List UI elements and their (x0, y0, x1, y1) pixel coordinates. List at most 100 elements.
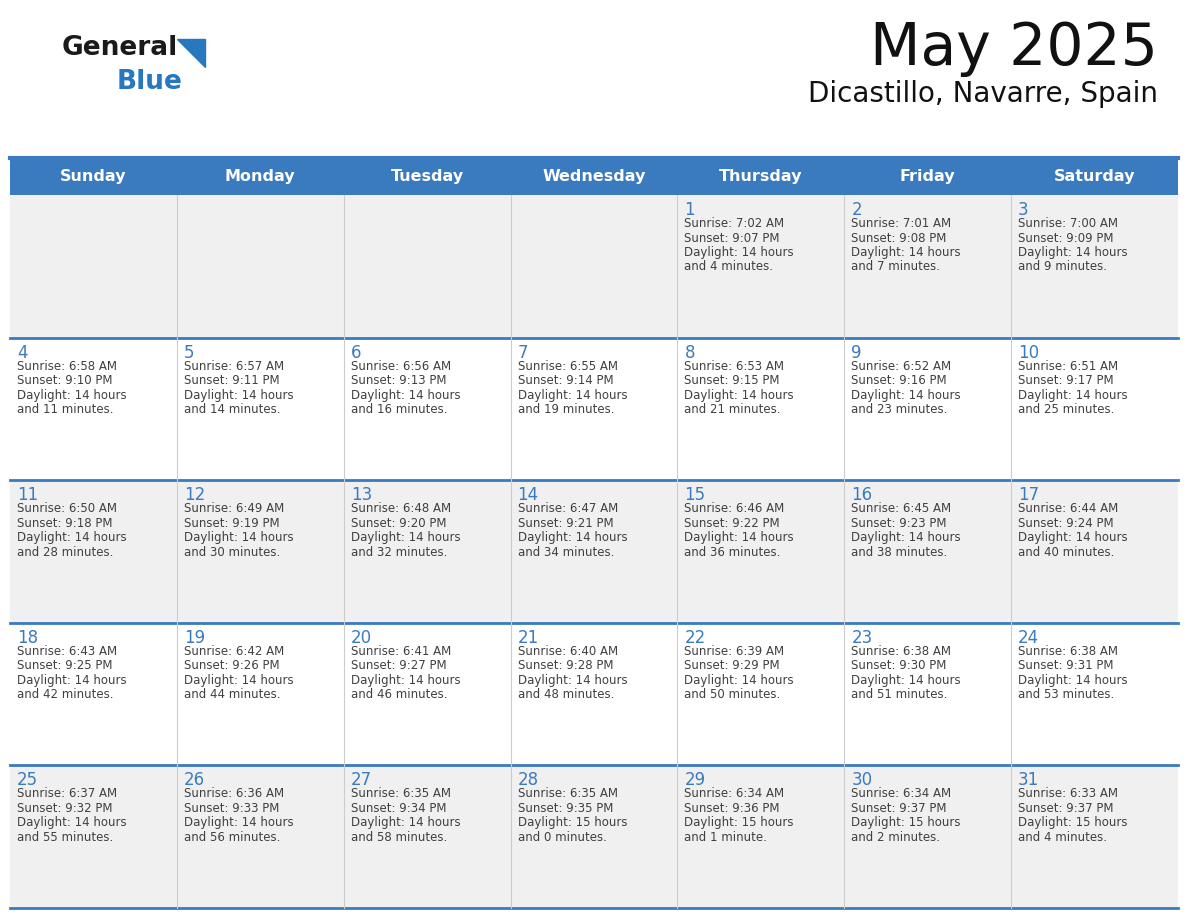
Text: Wednesday: Wednesday (542, 169, 646, 184)
Text: Sunrise: 6:50 AM: Sunrise: 6:50 AM (17, 502, 116, 515)
Text: Sunset: 9:11 PM: Sunset: 9:11 PM (184, 375, 279, 387)
Text: Daylight: 14 hours: Daylight: 14 hours (684, 246, 794, 259)
Text: Daylight: 14 hours: Daylight: 14 hours (350, 816, 460, 829)
Text: and 32 minutes.: and 32 minutes. (350, 545, 447, 559)
Text: and 21 minutes.: and 21 minutes. (684, 403, 781, 416)
Text: Sunrise: 6:35 AM: Sunrise: 6:35 AM (350, 788, 450, 800)
Text: and 14 minutes.: and 14 minutes. (184, 403, 280, 416)
Text: Daylight: 14 hours: Daylight: 14 hours (17, 674, 127, 687)
Text: Sunrise: 6:48 AM: Sunrise: 6:48 AM (350, 502, 450, 515)
Text: Daylight: 14 hours: Daylight: 14 hours (1018, 532, 1127, 544)
Text: 31: 31 (1018, 771, 1040, 789)
Text: Sunrise: 6:43 AM: Sunrise: 6:43 AM (17, 644, 118, 658)
Polygon shape (177, 39, 206, 67)
Text: 18: 18 (17, 629, 38, 647)
Text: Daylight: 14 hours: Daylight: 14 hours (518, 674, 627, 687)
Text: 16: 16 (852, 487, 872, 504)
Text: Sunset: 9:22 PM: Sunset: 9:22 PM (684, 517, 781, 530)
Bar (10, 338, 1178, 480)
Text: Sunset: 9:07 PM: Sunset: 9:07 PM (684, 231, 781, 244)
Text: 2: 2 (852, 201, 862, 219)
Text: Daylight: 14 hours: Daylight: 14 hours (17, 816, 127, 829)
Text: Daylight: 14 hours: Daylight: 14 hours (518, 388, 627, 401)
Text: Sunrise: 6:34 AM: Sunrise: 6:34 AM (684, 788, 784, 800)
Bar (343, 158, 511, 195)
Text: Sunset: 9:37 PM: Sunset: 9:37 PM (1018, 802, 1113, 815)
Text: Thursday: Thursday (719, 169, 803, 184)
Text: and 36 minutes.: and 36 minutes. (684, 545, 781, 559)
Text: 6: 6 (350, 343, 361, 362)
Text: Monday: Monday (225, 169, 296, 184)
Text: Tuesday: Tuesday (391, 169, 463, 184)
Text: Sunset: 9:10 PM: Sunset: 9:10 PM (17, 375, 113, 387)
Text: Daylight: 14 hours: Daylight: 14 hours (184, 388, 293, 401)
Text: Saturday: Saturday (1054, 169, 1136, 184)
Text: Sunset: 9:14 PM: Sunset: 9:14 PM (518, 375, 613, 387)
Text: Sunrise: 6:57 AM: Sunrise: 6:57 AM (184, 360, 284, 373)
Text: Sunrise: 6:51 AM: Sunrise: 6:51 AM (1018, 360, 1118, 373)
Text: Sunset: 9:30 PM: Sunset: 9:30 PM (852, 659, 947, 672)
Text: Sunrise: 6:56 AM: Sunrise: 6:56 AM (350, 360, 450, 373)
Text: Dicastillo, Navarre, Spain: Dicastillo, Navarre, Spain (808, 80, 1158, 108)
Text: Daylight: 14 hours: Daylight: 14 hours (518, 532, 627, 544)
Text: Sunrise: 7:01 AM: Sunrise: 7:01 AM (852, 217, 952, 230)
Text: Sunset: 9:28 PM: Sunset: 9:28 PM (518, 659, 613, 672)
Text: Sunset: 9:32 PM: Sunset: 9:32 PM (17, 802, 113, 815)
Text: Sunset: 9:36 PM: Sunset: 9:36 PM (684, 802, 781, 815)
Text: and 1 minute.: and 1 minute. (684, 831, 767, 844)
Bar (10, 158, 177, 195)
Text: Daylight: 14 hours: Daylight: 14 hours (350, 674, 460, 687)
Text: Daylight: 15 hours: Daylight: 15 hours (684, 816, 794, 829)
Text: and 30 minutes.: and 30 minutes. (184, 545, 280, 559)
Text: Daylight: 14 hours: Daylight: 14 hours (184, 532, 293, 544)
Text: Sunrise: 6:36 AM: Sunrise: 6:36 AM (184, 788, 284, 800)
Text: 23: 23 (852, 629, 872, 647)
Text: and 46 minutes.: and 46 minutes. (350, 688, 447, 701)
Bar (10, 480, 1178, 622)
Text: 27: 27 (350, 771, 372, 789)
Text: and 7 minutes.: and 7 minutes. (852, 261, 940, 274)
Text: and 11 minutes.: and 11 minutes. (17, 403, 114, 416)
Text: 9: 9 (852, 343, 861, 362)
Text: Sunrise: 7:00 AM: Sunrise: 7:00 AM (1018, 217, 1118, 230)
Text: and 0 minutes.: and 0 minutes. (518, 831, 606, 844)
Text: Blue: Blue (116, 69, 183, 95)
Text: and 53 minutes.: and 53 minutes. (1018, 688, 1114, 701)
Text: Sunset: 9:31 PM: Sunset: 9:31 PM (1018, 659, 1113, 672)
Text: Daylight: 14 hours: Daylight: 14 hours (1018, 674, 1127, 687)
Text: Sunset: 9:08 PM: Sunset: 9:08 PM (852, 231, 947, 244)
Text: Sunset: 9:16 PM: Sunset: 9:16 PM (852, 375, 947, 387)
Text: Daylight: 14 hours: Daylight: 14 hours (17, 388, 127, 401)
Text: 22: 22 (684, 629, 706, 647)
Bar (10, 195, 1178, 338)
Text: 20: 20 (350, 629, 372, 647)
Text: Daylight: 15 hours: Daylight: 15 hours (1018, 816, 1127, 829)
Text: and 38 minutes.: and 38 minutes. (852, 545, 948, 559)
Text: Sunrise: 6:49 AM: Sunrise: 6:49 AM (184, 502, 284, 515)
Text: Daylight: 14 hours: Daylight: 14 hours (852, 674, 961, 687)
Text: and 2 minutes.: and 2 minutes. (852, 831, 940, 844)
Text: Sunrise: 6:38 AM: Sunrise: 6:38 AM (1018, 644, 1118, 658)
Text: Sunrise: 6:53 AM: Sunrise: 6:53 AM (684, 360, 784, 373)
Text: Sunset: 9:18 PM: Sunset: 9:18 PM (17, 517, 113, 530)
Text: 28: 28 (518, 771, 538, 789)
Text: Daylight: 14 hours: Daylight: 14 hours (1018, 246, 1127, 259)
Text: Sunrise: 6:40 AM: Sunrise: 6:40 AM (518, 644, 618, 658)
Bar (511, 158, 677, 195)
Text: 4: 4 (17, 343, 27, 362)
Bar (177, 158, 343, 195)
Text: 10: 10 (1018, 343, 1040, 362)
Text: and 4 minutes.: and 4 minutes. (1018, 831, 1107, 844)
Text: Sunset: 9:29 PM: Sunset: 9:29 PM (684, 659, 781, 672)
Text: and 55 minutes.: and 55 minutes. (17, 831, 113, 844)
Text: Sunrise: 6:58 AM: Sunrise: 6:58 AM (17, 360, 116, 373)
Bar (10, 622, 1178, 766)
Text: 29: 29 (684, 771, 706, 789)
Text: Daylight: 15 hours: Daylight: 15 hours (518, 816, 627, 829)
Bar (845, 158, 1011, 195)
Text: Sunrise: 6:35 AM: Sunrise: 6:35 AM (518, 788, 618, 800)
Text: Daylight: 14 hours: Daylight: 14 hours (852, 532, 961, 544)
Text: Sunrise: 6:42 AM: Sunrise: 6:42 AM (184, 644, 284, 658)
Text: Sunset: 9:20 PM: Sunset: 9:20 PM (350, 517, 447, 530)
Text: Sunrise: 6:45 AM: Sunrise: 6:45 AM (852, 502, 952, 515)
